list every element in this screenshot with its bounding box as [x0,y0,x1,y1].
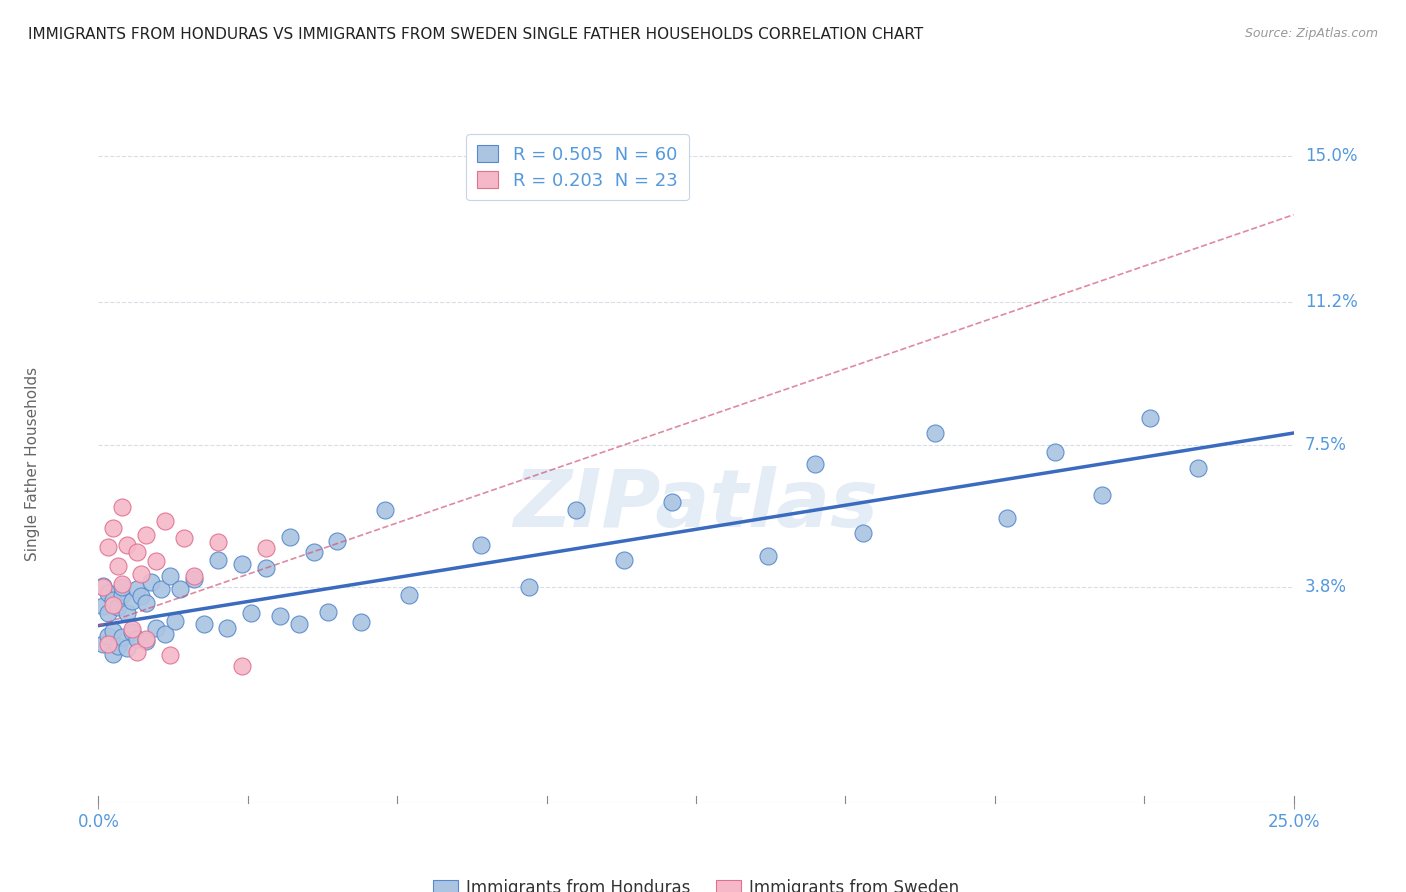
Point [173,531,195,545]
Point [131,567,153,582]
Point [107,600,129,615]
Point [302,545,325,559]
Point [159,568,181,582]
Point [756,549,779,564]
Point [374,503,396,517]
Point [125,582,148,596]
Point [115,640,138,655]
Point [121,594,143,608]
Point [149,582,172,596]
Text: IMMIGRANTS FROM HONDURAS VS IMMIGRANTS FROM SWEDEN SINGLE FATHER HOUSEHOLDS CORR: IMMIGRANTS FROM HONDURAS VS IMMIGRANTS F… [28,27,924,42]
Point [565,503,588,517]
Point [661,495,683,509]
Point [183,568,205,582]
Point [207,534,229,549]
Point [91,579,114,593]
Point [169,582,191,597]
Point [115,607,138,621]
Point [231,659,253,673]
Point [155,627,177,641]
Point [111,580,134,594]
Point [107,558,129,573]
Point [316,605,339,619]
Point [1187,460,1209,475]
Point [121,624,143,639]
Point [398,588,420,602]
Point [111,500,134,515]
Point [145,554,167,568]
Point [326,533,349,548]
Point [231,557,253,571]
Point [111,588,134,602]
Point [125,632,148,646]
Point [804,457,827,471]
Point [135,634,157,648]
Point [155,514,177,528]
Point [101,520,124,534]
Point [111,577,134,591]
Point [240,606,263,620]
Point [97,541,120,555]
Point [183,573,205,587]
Point [135,528,157,542]
Point [135,632,157,646]
Point [91,580,114,594]
Point [101,598,124,612]
Point [145,621,167,635]
Point [125,645,148,659]
Point [207,553,229,567]
Point [163,614,186,628]
Point [97,586,120,600]
Point [121,622,143,636]
Point [995,510,1018,524]
Text: 3.8%: 3.8% [1305,578,1347,596]
Point [111,630,134,644]
Text: 7.5%: 7.5% [1305,435,1347,453]
Text: 15.0%: 15.0% [1305,146,1357,165]
Point [254,541,277,555]
Point [852,526,875,541]
Point [254,561,277,575]
Point [97,637,120,651]
Point [613,553,636,567]
Point [91,637,114,651]
Point [107,639,129,653]
Point [97,606,120,620]
Point [924,425,946,440]
Point [269,608,291,623]
Point [350,615,373,629]
Text: 11.2%: 11.2% [1305,293,1357,311]
Point [159,648,181,663]
Point [139,575,162,590]
Point [101,624,124,638]
Point [193,617,215,632]
Point [288,617,311,632]
Point [1139,410,1161,425]
Point [91,599,114,613]
Text: Single Father Households: Single Father Households [25,367,41,561]
Point [135,595,157,609]
Point [217,621,239,635]
Point [131,589,153,603]
Point [1043,445,1066,459]
Point [115,538,138,552]
Legend: Immigrants from Honduras, Immigrants from Sweden: Immigrants from Honduras, Immigrants fro… [426,872,966,892]
Point [1091,488,1114,502]
Point [278,530,301,544]
Point [101,593,124,607]
Point [101,647,124,661]
Point [517,580,540,594]
Point [97,629,120,643]
Text: ZIPatlas: ZIPatlas [513,466,879,543]
Text: Source: ZipAtlas.com: Source: ZipAtlas.com [1244,27,1378,40]
Point [125,544,148,558]
Point [470,538,492,552]
